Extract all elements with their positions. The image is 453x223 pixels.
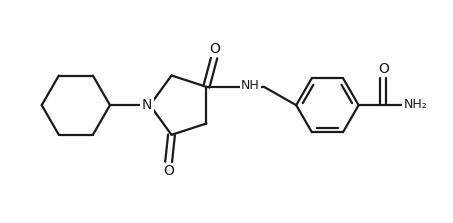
Text: NH₂: NH₂ <box>403 98 427 111</box>
Text: NH: NH <box>241 79 260 92</box>
Text: O: O <box>163 164 174 178</box>
Text: N: N <box>142 98 152 112</box>
Text: O: O <box>210 42 221 56</box>
Text: O: O <box>379 62 390 76</box>
